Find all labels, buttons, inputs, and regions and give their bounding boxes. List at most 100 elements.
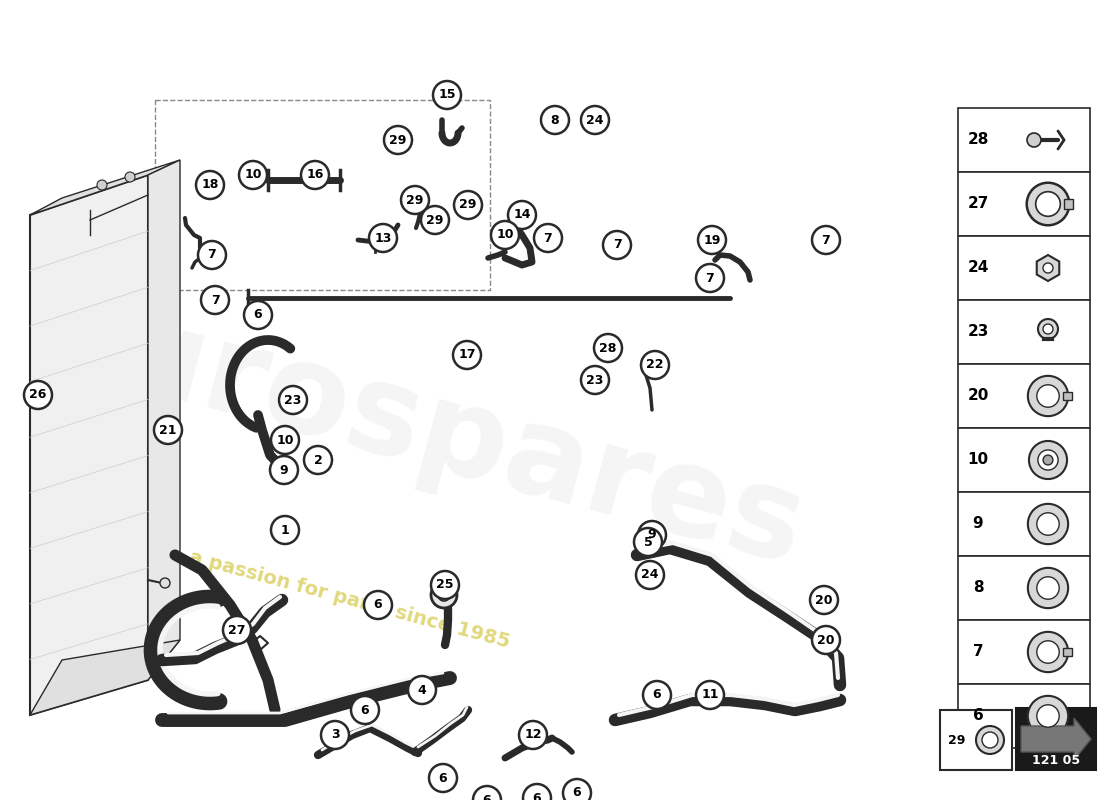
Circle shape [603,231,631,259]
Circle shape [270,456,298,484]
Text: 23: 23 [967,325,989,339]
Text: 29: 29 [406,194,424,206]
Circle shape [519,721,547,749]
Text: 9: 9 [279,463,288,477]
Circle shape [534,224,562,252]
Polygon shape [958,556,1090,620]
Circle shape [581,366,609,394]
Text: 4: 4 [418,683,427,697]
Text: 25: 25 [437,578,453,591]
Text: 6: 6 [652,689,661,702]
Polygon shape [1021,718,1091,760]
Circle shape [522,784,551,800]
Text: 3: 3 [331,729,339,742]
Text: 20: 20 [815,594,833,606]
Circle shape [1038,450,1058,470]
Circle shape [201,286,229,314]
Circle shape [433,81,461,109]
Circle shape [304,446,332,474]
Circle shape [508,201,536,229]
Circle shape [644,681,671,709]
Circle shape [638,521,666,549]
Text: 6: 6 [439,771,448,785]
Polygon shape [958,300,1090,364]
Circle shape [402,186,429,214]
Circle shape [431,582,456,608]
Circle shape [453,341,481,369]
Text: 11: 11 [702,689,718,702]
Circle shape [976,726,1004,754]
Polygon shape [958,108,1090,172]
Text: 7: 7 [543,231,552,245]
Text: 29: 29 [389,134,407,146]
Circle shape [239,161,267,189]
Text: 10: 10 [276,434,294,446]
Text: 12: 12 [525,729,541,742]
Text: 24: 24 [641,569,659,582]
Circle shape [351,696,380,724]
Circle shape [634,528,662,556]
Circle shape [581,106,609,134]
Text: 26: 26 [30,389,46,402]
Circle shape [223,616,251,644]
Text: 6: 6 [532,791,541,800]
Circle shape [1036,192,1060,216]
Text: 10: 10 [496,229,514,242]
Circle shape [982,732,998,748]
Polygon shape [1063,648,1071,656]
Text: 28: 28 [967,133,989,147]
Text: 9: 9 [972,517,983,531]
Text: 20: 20 [967,389,989,403]
Circle shape [473,786,500,800]
Text: 29: 29 [460,198,476,211]
Circle shape [271,516,299,544]
Text: 7: 7 [822,234,830,246]
Text: 23: 23 [586,374,604,386]
Circle shape [321,721,349,749]
Text: 16: 16 [306,169,323,182]
Text: 17: 17 [459,349,475,362]
Polygon shape [958,172,1090,236]
Text: a passion for parts since 1985: a passion for parts since 1985 [187,548,513,652]
Circle shape [279,386,307,414]
Text: 7: 7 [208,249,217,262]
Circle shape [301,161,329,189]
Text: 6: 6 [254,309,262,322]
Polygon shape [148,160,180,680]
Polygon shape [958,364,1090,428]
Circle shape [97,180,107,190]
Text: 27: 27 [967,197,989,211]
Polygon shape [30,175,148,715]
Text: 13: 13 [374,231,392,245]
Polygon shape [30,160,180,215]
Circle shape [594,334,621,362]
Circle shape [271,426,299,454]
Circle shape [1027,504,1068,544]
Circle shape [431,571,459,599]
Circle shape [408,676,436,704]
Text: 9: 9 [648,529,657,542]
Polygon shape [30,640,180,715]
Circle shape [491,221,519,249]
Circle shape [812,226,840,254]
Polygon shape [1036,255,1059,281]
Circle shape [24,381,52,409]
Text: 21: 21 [160,423,177,437]
Text: 6: 6 [361,703,370,717]
Circle shape [810,586,838,614]
Text: 5: 5 [644,535,652,549]
Text: 18: 18 [201,178,219,191]
Text: 29: 29 [948,734,966,746]
Text: 6: 6 [573,786,581,799]
Circle shape [1037,513,1059,535]
Circle shape [125,172,135,182]
Text: 1: 1 [280,523,289,537]
Circle shape [1038,319,1058,339]
Text: 7: 7 [972,645,983,659]
Circle shape [160,578,170,588]
Circle shape [1027,632,1068,672]
Polygon shape [958,236,1090,300]
Circle shape [641,351,669,379]
Text: 24: 24 [967,261,989,275]
Text: 22: 22 [647,358,663,371]
